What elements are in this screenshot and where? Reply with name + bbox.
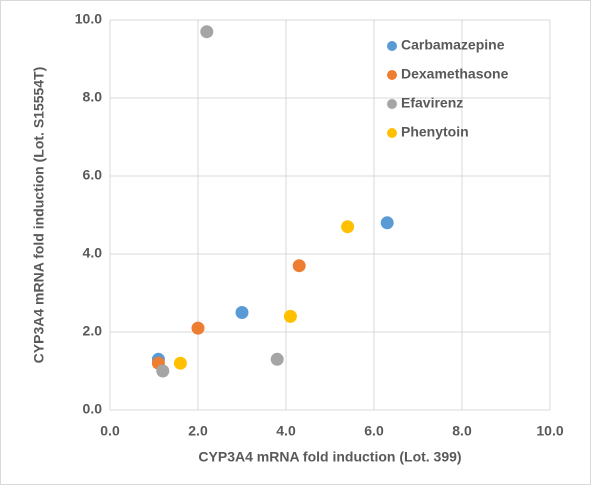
- y-tick-label: 4.0: [83, 245, 103, 261]
- x-tick-label: 4.0: [276, 423, 296, 439]
- point: [292, 259, 306, 273]
- legend-label: Carbamazepine: [401, 37, 505, 53]
- y-tick-label: 6.0: [83, 167, 103, 183]
- legend-marker: [387, 41, 397, 51]
- y-axis-label: CYP3A4 mRNA fold induction (Lot. S15554T…: [31, 67, 47, 364]
- legend-label: Efavirenz: [401, 95, 463, 111]
- x-tick-label: 10.0: [536, 423, 563, 439]
- y-tick-label: 8.0: [83, 89, 103, 105]
- x-axis-label: CYP3A4 mRNA fold induction (Lot. 399): [198, 449, 461, 465]
- legend-marker: [387, 99, 397, 109]
- point: [341, 220, 355, 234]
- point: [380, 216, 394, 230]
- legend-label: Dexamethasone: [401, 66, 509, 82]
- point: [173, 356, 187, 370]
- point: [235, 306, 249, 319]
- x-tick-label: 2.0: [188, 423, 208, 439]
- legend-label: Phenytoin: [401, 124, 469, 140]
- point: [200, 25, 214, 39]
- y-tick-label: 2.0: [83, 323, 103, 339]
- y-tick-label: 10.0: [75, 11, 102, 27]
- point: [283, 309, 297, 323]
- x-tick-label: 0.0: [100, 423, 120, 439]
- point: [270, 352, 284, 366]
- legend-marker: [387, 128, 397, 138]
- point: [191, 321, 205, 335]
- point: [156, 364, 170, 378]
- legend-marker: [387, 70, 397, 80]
- x-tick-label: 8.0: [452, 423, 472, 439]
- x-tick-label: 6.0: [364, 423, 384, 439]
- y-tick-label: 0.0: [83, 401, 103, 417]
